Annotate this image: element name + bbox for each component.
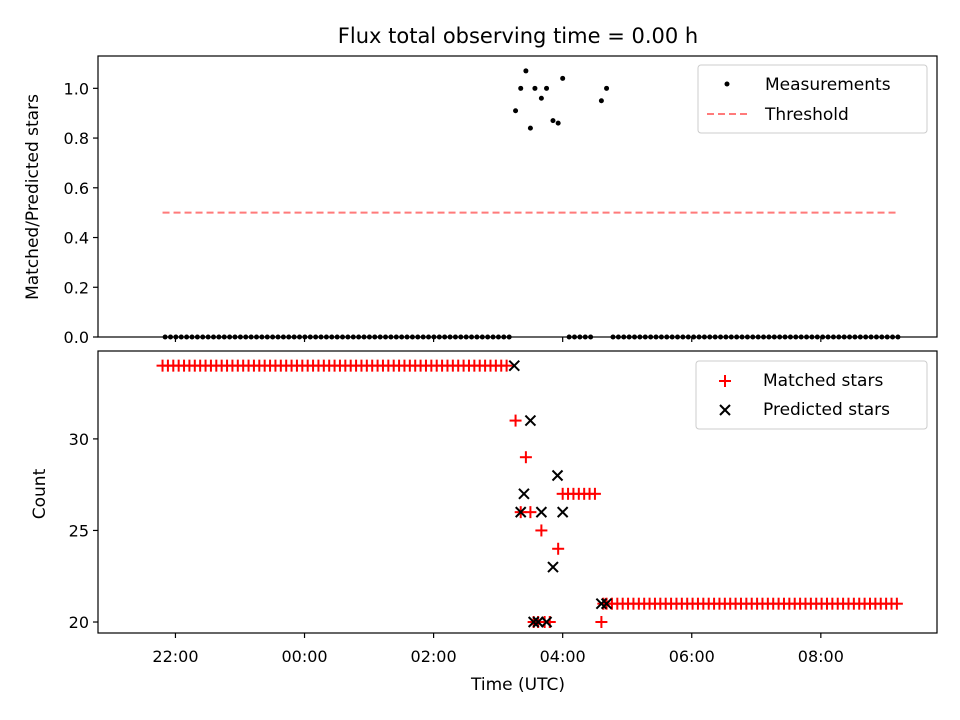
- measurement-point: [538, 95, 544, 101]
- measurement-point: [527, 125, 533, 131]
- legend-measurements-marker: [724, 81, 730, 87]
- bottom-y-tick-label: 25: [69, 521, 89, 540]
- top-y-tick-label: 0.8: [64, 129, 89, 148]
- top-y-tick-label: 0.0: [64, 328, 89, 347]
- legend-measurements-label: Measurements: [765, 75, 891, 95]
- predicted-star-marker: [600, 597, 613, 610]
- top-axes-frame: [97, 55, 938, 338]
- predicted-star-marker: [551, 469, 564, 482]
- top-x-ticks: [174, 337, 822, 342]
- top-y-tick-label: 0.4: [64, 229, 89, 248]
- bottom-x-tick-label: 08:00: [798, 647, 844, 666]
- predicted-star-marker: [508, 359, 520, 372]
- bottom-legend-box: [695, 360, 928, 430]
- legend-predicted-label: Predicted stars: [763, 400, 890, 420]
- predicted-star-marker: [518, 488, 530, 500]
- bottom-x-tick-label: 02:00: [411, 647, 457, 666]
- matched-star-marker: [519, 451, 532, 464]
- bottom-y-tick-label: 20: [69, 613, 89, 632]
- bottom-legend: Matched stars Predicted stars: [695, 360, 928, 430]
- measurement-point: [532, 85, 538, 91]
- legend-predicted-marker: [719, 404, 731, 416]
- bottom-panel: 20 25 30 22:00 00:00 02:00 04:00 06:00 08:00 Co…: [30, 350, 938, 695]
- predicted-star-marker: [547, 561, 559, 573]
- predicted-star-marker: [595, 597, 608, 610]
- bottom-marks: [156, 359, 903, 629]
- predicted-star-marker: [532, 616, 544, 628]
- bottom-y-tick-label: 30: [69, 430, 89, 449]
- measurement-point: [604, 85, 610, 91]
- measurement-point: [513, 108, 519, 114]
- bottom-y-ticks: 20 25 30: [69, 430, 98, 632]
- predicted-star-marker: [556, 506, 569, 518]
- measurement-point: [523, 68, 529, 74]
- top-y-tick-label: 0.2: [64, 278, 89, 297]
- top-y-ticks: 0.0 0.2 0.4 0.6 0.8 1.0: [64, 79, 98, 347]
- matched-star-marker: [595, 616, 608, 629]
- matched-star-marker: [500, 359, 513, 372]
- top-y-tick-label: 1.0: [64, 79, 89, 98]
- predicted-star-marker: [527, 616, 540, 628]
- predicted-star-marker: [535, 506, 548, 518]
- predicted-star-marker: [515, 506, 527, 518]
- bottom-y-axis-label: Count: [30, 468, 50, 519]
- measurement-point: [560, 75, 566, 81]
- matched-star-marker: [535, 524, 548, 537]
- legend-matched-marker: [719, 375, 731, 387]
- top-legend: Measurements Threshold: [697, 64, 928, 134]
- predicted-star-marker: [524, 414, 537, 427]
- figure-title: Flux total observing time = 0.00 h: [338, 24, 698, 48]
- measurement-point: [544, 85, 550, 91]
- bottom-x-tick-label: 06:00: [669, 647, 715, 666]
- matched-star-marker: [524, 506, 537, 519]
- predicted-star-marker: [540, 616, 553, 628]
- bottom-x-tick-label: 22:00: [152, 647, 198, 666]
- matched-star-marker: [588, 487, 601, 500]
- legend-threshold-label: Threshold: [764, 105, 849, 125]
- legend-matched-label: Matched stars: [763, 371, 883, 391]
- top-legend-box: [697, 64, 928, 134]
- measurement-point: [598, 98, 604, 104]
- bottom-x-tick-label: 04:00: [540, 647, 586, 666]
- top-y-axis-label: Matched/Predicted stars: [23, 94, 43, 300]
- measurement-point: [555, 120, 561, 126]
- top-panel: 0.0 0.2 0.4 0.6 0.8 1.0 Matched/Predicted sta…: [23, 55, 938, 347]
- matched-star-marker: [890, 597, 903, 610]
- measurement-point: [550, 118, 556, 124]
- x-axis-label: Time (UTC): [470, 675, 565, 695]
- measurement-point: [518, 85, 524, 91]
- matched-star-marker: [552, 542, 565, 555]
- bottom-x-tick-label: 00:00: [281, 647, 327, 666]
- matched-star-marker: [509, 414, 522, 427]
- bottom-x-ticks: 22:00 00:00 02:00 04:00 06:00 08:00: [152, 633, 844, 666]
- bottom-axes-frame: [97, 350, 938, 634]
- top-y-tick-label: 0.6: [64, 179, 89, 198]
